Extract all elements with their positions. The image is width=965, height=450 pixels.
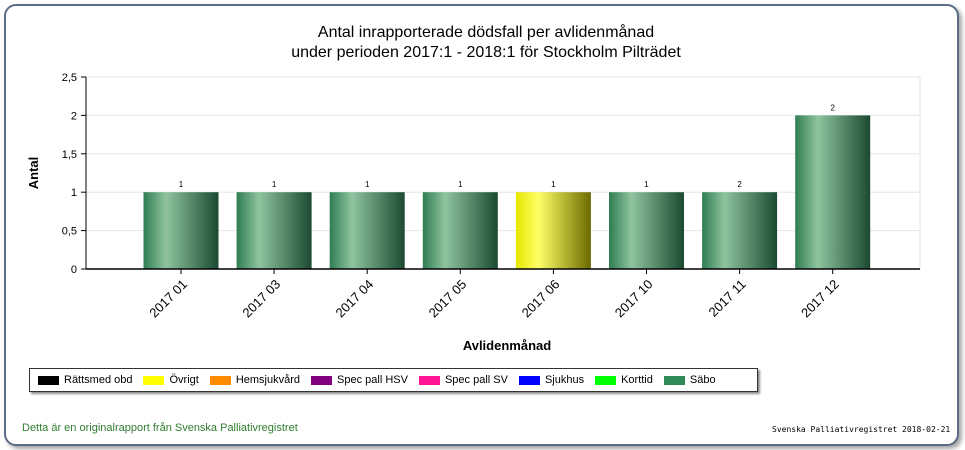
legend-item: Övrigt xyxy=(143,374,199,386)
x-tick-label: 2017 05 xyxy=(426,277,470,321)
footer-registry-date: Svenska Palliativregistret 2018-02-21 xyxy=(772,425,951,434)
chart-title: Antal inrapporterade dödsfall per avlide… xyxy=(318,23,654,41)
bar-data-label: 1 xyxy=(551,180,556,189)
bar-data-label: 1 xyxy=(179,180,184,189)
bar-2017-10 xyxy=(609,192,684,269)
bar-2017-04 xyxy=(329,192,405,269)
legend-item: Korttid xyxy=(595,374,653,386)
legend-swatch xyxy=(311,375,333,385)
x-tick-label: 2017 10 xyxy=(612,277,656,321)
legend-label: Hemsjukvård xyxy=(235,374,301,386)
legend-label: Sjukhus xyxy=(544,374,585,386)
y-tick-label: 0 xyxy=(71,264,77,276)
legend-swatch xyxy=(518,375,540,385)
legend-swatch xyxy=(595,375,617,385)
bar-2017-05 xyxy=(422,192,498,269)
bar-data-label: 2 xyxy=(737,180,742,189)
legend-label: Spec pall HSV xyxy=(337,374,408,386)
legend-label: Övrigt xyxy=(169,374,199,386)
bar-data-label: 2 xyxy=(830,103,835,112)
footer-original-report: Detta är en originalrapport från Svenska… xyxy=(22,422,298,434)
chart-subtitle: under perioden 2017:1 - 2018:1 för Stock… xyxy=(291,44,681,61)
legend-item: Rättsmed obd xyxy=(38,374,132,386)
y-tick-label: 2 xyxy=(71,110,77,122)
bar-data-label: 1 xyxy=(458,180,463,189)
bar-2017-12 xyxy=(795,115,871,270)
chart-legend: Rättsmed obd Övrigt Hemsjukvård Spec pall H… xyxy=(29,368,758,392)
legend-swatch xyxy=(663,375,685,385)
legend-swatch xyxy=(418,375,440,385)
bar-2017-11 xyxy=(702,192,778,269)
y-tick-label: 1,5 xyxy=(62,149,77,161)
legend-swatch xyxy=(209,375,231,385)
legend-swatch xyxy=(38,375,59,385)
x-tick-label: 2017 06 xyxy=(519,277,563,321)
legend-item: Spec pall HSV xyxy=(311,374,408,386)
y-tick-label: 1 xyxy=(71,187,77,199)
x-tick-label: 2017 03 xyxy=(239,277,283,321)
x-tick-label: 2017 11 xyxy=(706,277,749,320)
legend-label: Rättsmed obd xyxy=(64,374,133,386)
y-axis-label: Antal xyxy=(26,157,41,190)
bar-2017-06 xyxy=(515,192,591,269)
legend-swatch xyxy=(143,375,165,385)
legend-item: Hemsjukvård xyxy=(209,374,301,386)
bar-data-label: 1 xyxy=(644,180,649,189)
x-tick-label: 2017 04 xyxy=(332,277,376,321)
bar-2017-03 xyxy=(236,192,312,269)
y-tick-label: 2,5 xyxy=(62,72,77,84)
bar-2017-01 xyxy=(143,192,219,269)
legend-label: Säbo xyxy=(689,374,716,386)
y-tick-label: 0,5 xyxy=(62,226,77,238)
bar-data-label: 1 xyxy=(272,180,277,189)
legend-item: Sjukhus xyxy=(518,374,585,386)
x-tick-label: 2017 01 xyxy=(146,277,190,321)
legend-item: Säbo xyxy=(663,374,716,386)
legend-label: Spec pall SV xyxy=(444,374,508,386)
legend-item: Spec pall SV xyxy=(418,374,508,386)
bar-data-label: 1 xyxy=(365,180,370,189)
x-axis-label: Avlidenmånad xyxy=(463,338,551,353)
plot-area xyxy=(85,76,921,270)
legend-label: Korttid xyxy=(621,374,653,386)
x-tick-label: 2017 12 xyxy=(798,277,842,321)
